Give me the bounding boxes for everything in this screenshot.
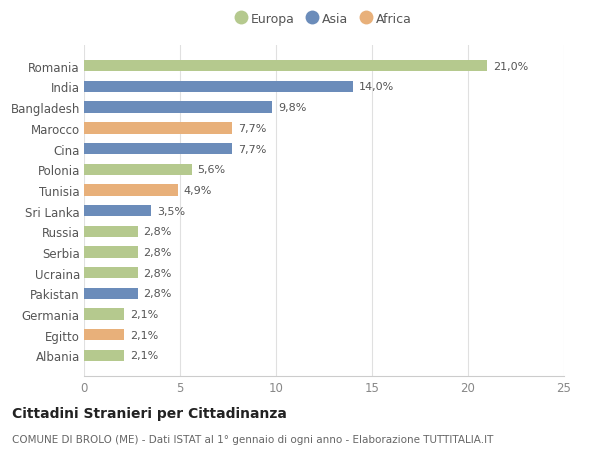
Text: 7,7%: 7,7% [238, 144, 266, 154]
Bar [84, 268, 138, 279]
Bar [84, 123, 232, 134]
Bar [84, 144, 232, 155]
Text: 2,8%: 2,8% [143, 247, 172, 257]
Text: 21,0%: 21,0% [493, 62, 528, 72]
Legend: Europa, Asia, Africa: Europa, Asia, Africa [232, 9, 416, 30]
Bar [84, 61, 487, 72]
Text: 2,1%: 2,1% [130, 309, 158, 319]
Text: 9,8%: 9,8% [278, 103, 306, 113]
Text: 4,9%: 4,9% [184, 185, 212, 196]
Text: Cittadini Stranieri per Cittadinanza: Cittadini Stranieri per Cittadinanza [12, 406, 287, 420]
Text: 14,0%: 14,0% [359, 82, 394, 92]
Text: 2,8%: 2,8% [143, 227, 172, 237]
Text: COMUNE DI BROLO (ME) - Dati ISTAT al 1° gennaio di ogni anno - Elaborazione TUTT: COMUNE DI BROLO (ME) - Dati ISTAT al 1° … [12, 434, 493, 444]
Bar [84, 82, 353, 93]
Bar [84, 164, 191, 175]
Text: 2,8%: 2,8% [143, 268, 172, 278]
Bar [84, 350, 124, 361]
Bar [84, 309, 124, 320]
Text: 2,8%: 2,8% [143, 289, 172, 299]
Bar [84, 226, 138, 237]
Bar [84, 102, 272, 113]
Text: 5,6%: 5,6% [197, 165, 226, 175]
Bar [84, 185, 178, 196]
Text: 3,5%: 3,5% [157, 206, 185, 216]
Bar [84, 206, 151, 217]
Bar [84, 330, 124, 341]
Text: 7,7%: 7,7% [238, 123, 266, 134]
Bar [84, 288, 138, 299]
Text: 2,1%: 2,1% [130, 330, 158, 340]
Bar [84, 247, 138, 258]
Text: 2,1%: 2,1% [130, 351, 158, 361]
